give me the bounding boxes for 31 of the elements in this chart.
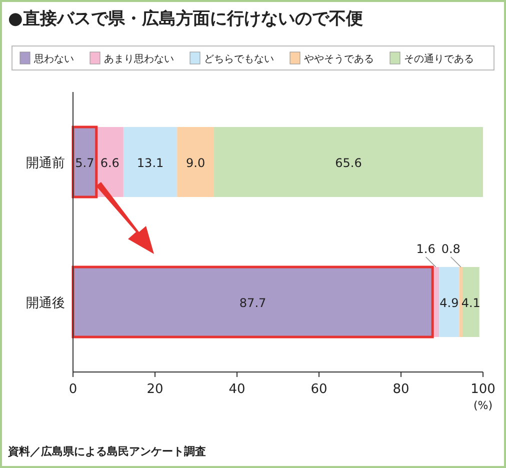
x-axis-title: (%) (473, 399, 493, 412)
x-tick-label: 40 (228, 382, 246, 397)
data-label: 4.9 (440, 296, 459, 310)
legend-label: 思わない (33, 54, 74, 65)
legend-label: どちらでもない (204, 54, 274, 65)
x-tick-label: 20 (146, 382, 164, 397)
y-tick-label: 開通後 (26, 296, 65, 311)
x-tick-label: 0 (68, 382, 78, 397)
bar (177, 127, 214, 197)
legend-label: あまり思わない (104, 54, 174, 65)
data-label: 65.6 (335, 156, 362, 170)
data-label: 1.6 (416, 242, 436, 256)
x-tick-label: 80 (392, 382, 410, 397)
bar (439, 267, 460, 337)
x-tick-label: 100 (470, 382, 496, 397)
chart-title: ●直接バスで県・広島方面に行けないので不便 (8, 9, 363, 29)
bar (459, 267, 462, 337)
data-label: 4.1 (461, 296, 480, 310)
bar (462, 267, 480, 337)
y-tick-label: 開通前 (26, 156, 65, 171)
data-label: 6.6 (100, 156, 120, 170)
data-label: 13.1 (136, 156, 164, 170)
data-label: 87.7 (239, 296, 266, 310)
data-label: 5.7 (75, 156, 94, 170)
data-label: 0.8 (441, 242, 460, 256)
x-tick-label: 60 (310, 382, 328, 397)
text: 資料／広島県による島民アンケート調査 (7, 445, 206, 458)
legend-label: ややそうである (304, 54, 374, 65)
legend-label: その通りである (404, 53, 474, 65)
data-label: 9.0 (186, 156, 206, 170)
bar (214, 127, 483, 197)
